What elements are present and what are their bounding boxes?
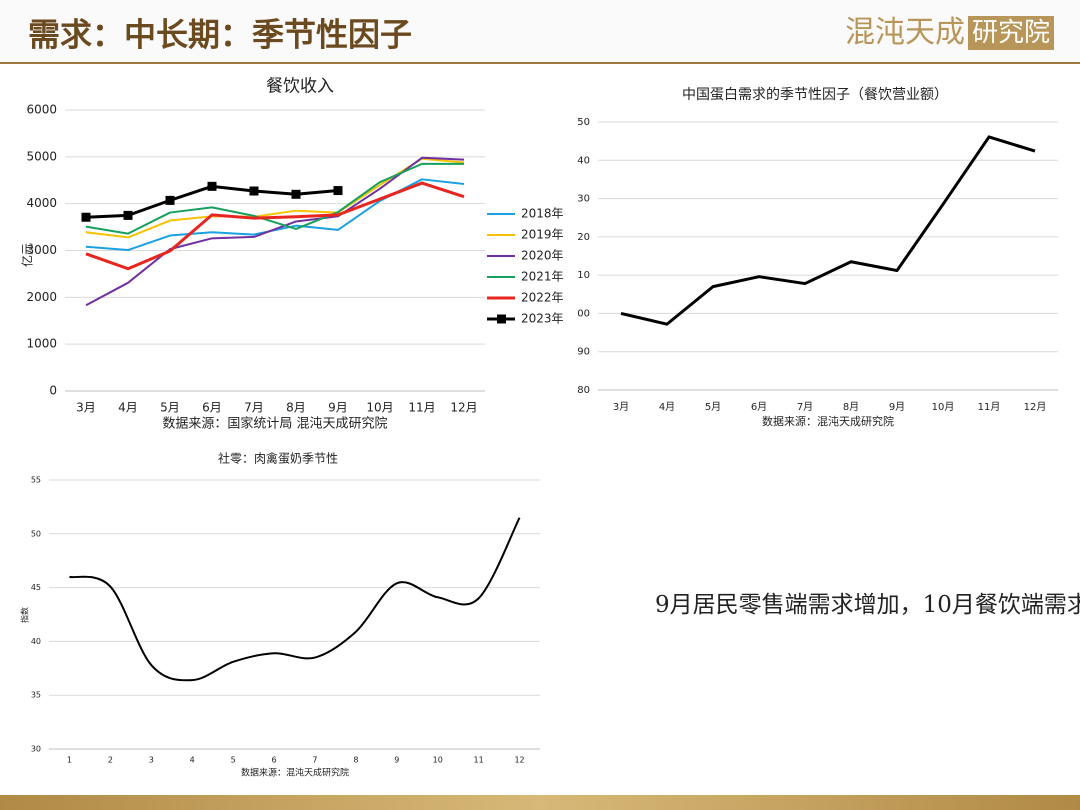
x-tick-label: 8 [353, 756, 358, 765]
y-tick-label: 30 [577, 194, 590, 205]
x-tick-label: 11月 [978, 401, 1001, 413]
x-tick-label: 5 [231, 756, 236, 765]
marker [81, 212, 91, 222]
x-tick-label: 6 [271, 756, 276, 765]
x-tick-label: 9 [394, 756, 399, 765]
y-tick-label: 40 [577, 155, 590, 166]
logo-sub: 研究院 [972, 18, 1050, 48]
y-tick-label: 4000 [26, 196, 57, 210]
marker [165, 195, 175, 205]
x-tick-label: 2 [108, 756, 113, 765]
note: 9月居民零售端需求增加，10月餐饮端需求增加。 [655, 592, 1080, 618]
y-tick-label: 6000 [26, 103, 57, 117]
y-tick-label: 30 [31, 745, 41, 754]
x-tick-label: 12月 [450, 401, 477, 415]
series-line [620, 135, 1036, 326]
x-tick-label: 3月 [613, 401, 629, 413]
y-tick-label: 80 [577, 385, 590, 396]
y-tick-label: 20 [577, 232, 590, 243]
logo-box [968, 16, 1054, 50]
series-line [85, 181, 465, 271]
legend-label: 2018年 [521, 207, 564, 221]
y-axis-label: 指数 [20, 607, 30, 623]
y-tick-label: 0 [49, 384, 57, 398]
source: 数据来源：混沌天成研究院 [241, 767, 349, 779]
y-tick-label: 40 [31, 637, 41, 646]
marker [333, 186, 343, 196]
x-tick-label: 4月 [659, 401, 675, 413]
y-tick-label: 45 [31, 583, 41, 592]
x-tick-label: 7月 [797, 401, 813, 413]
x-tick-label: 10 [433, 756, 443, 765]
x-tick-label: 9月 [328, 401, 348, 415]
chart-title: 中国蛋白需求的季节性因子（餐饮营业额） [682, 87, 948, 103]
x-tick-label: 12 [514, 756, 524, 765]
y-tick-label: 3000 [26, 243, 57, 257]
series-line [69, 517, 521, 682]
x-tick-label: 7月 [244, 401, 264, 415]
source: 数据来源：混沌天成研究院 [762, 414, 894, 428]
marker [123, 210, 133, 220]
chart-title: 餐饮收入 [266, 77, 334, 97]
x-tick-label: 8月 [843, 401, 859, 413]
y-tick-label: 55 [31, 476, 41, 485]
logo: 混沌天成 [845, 15, 965, 50]
legend-marker [497, 314, 506, 324]
x-tick-label: 1 [67, 756, 72, 765]
legend-label: 2023年 [521, 312, 564, 326]
legend-label: 2019年 [521, 228, 564, 242]
x-tick-label: 9月 [889, 401, 905, 413]
y-tick-label: 5000 [26, 149, 57, 163]
x-tick-label: 10月 [366, 401, 393, 415]
y-tick-label: 90 [577, 347, 590, 358]
series-line [85, 157, 465, 239]
x-tick-label: 6月 [751, 401, 767, 413]
y-axis-label: 亿元 [20, 243, 35, 267]
marker [291, 189, 301, 199]
x-tick-label: 5月 [160, 401, 180, 415]
x-tick-label: 8月 [286, 401, 306, 415]
x-tick-label: 6月 [202, 401, 222, 415]
x-tick-label: 7 [312, 756, 317, 765]
y-tick-label: 10 [577, 270, 590, 281]
x-tick-label: 12月 [1024, 401, 1047, 413]
header-bg [0, 0, 1080, 62]
source: 数据来源：国家统计局 混沌天成研究院 [162, 416, 387, 432]
legend-label: 2022年 [521, 291, 564, 305]
x-tick-label: 11 [474, 756, 484, 765]
y-tick-label: 50 [577, 117, 590, 128]
chart-title: 社零：肉禽蛋奶季节性 [218, 451, 338, 466]
x-tick-label: 4月 [118, 401, 138, 415]
x-tick-label: 3月 [76, 401, 96, 415]
x-tick-label: 10月 [932, 401, 955, 413]
x-tick-label: 4 [190, 756, 195, 765]
y-tick-label: 2000 [26, 290, 57, 304]
y-tick-label: 1000 [26, 337, 57, 351]
x-tick-label: 5月 [705, 401, 721, 413]
legend-label: 2020年 [521, 249, 564, 263]
y-tick-label: 00 [577, 308, 590, 319]
page-title: 需求：中长期：季节性因子 [28, 16, 412, 54]
y-tick-label: 35 [31, 691, 41, 700]
marker [207, 181, 217, 191]
series-line [85, 162, 464, 235]
x-tick-label: 3 [149, 756, 154, 765]
footer-bar [0, 795, 1080, 810]
y-tick-label: 50 [31, 529, 41, 538]
marker [249, 186, 259, 196]
legend-label: 2021年 [521, 270, 564, 284]
x-tick-label: 11月 [408, 401, 435, 415]
